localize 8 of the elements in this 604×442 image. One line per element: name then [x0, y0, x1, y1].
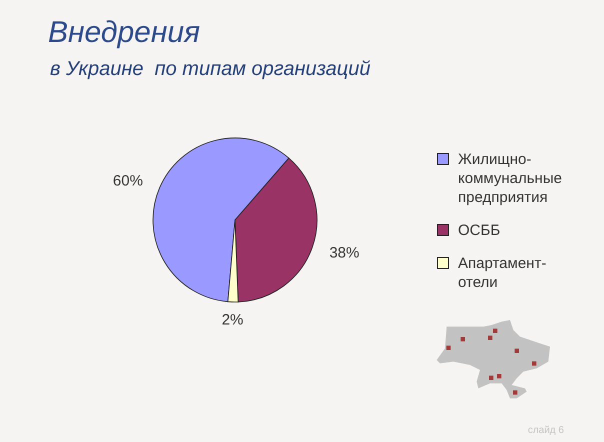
data-label: 2% — [222, 311, 244, 328]
legend-label: Жилищно-коммунальные предприятия — [458, 150, 563, 207]
legend-label: ОСББ — [458, 221, 502, 240]
data-label: 38% — [329, 244, 360, 262]
legend-label: Апартамент-отели — [458, 254, 548, 292]
data-label: 60% — [112, 172, 143, 190]
chart-subtitle: в Украине по типам организаций — [50, 58, 370, 81]
chart-title: Внедрения — [48, 16, 200, 50]
